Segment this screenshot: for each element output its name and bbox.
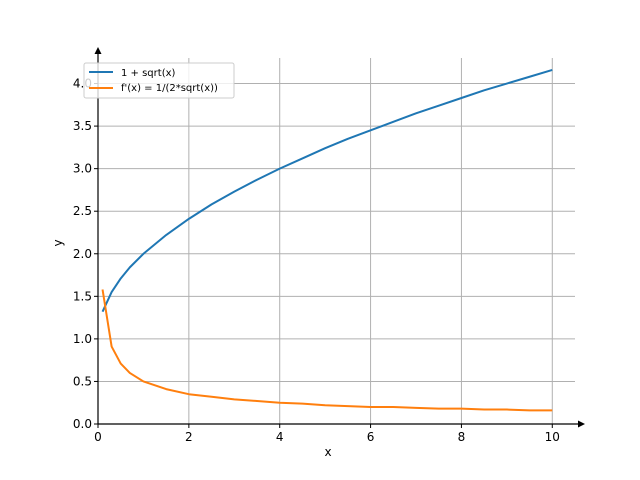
y-axis-arrow [94,47,102,54]
y-tick-label: 2.5 [73,204,92,218]
y-tick-label: 2.0 [73,247,92,261]
y-tick-label: 1.0 [73,332,92,346]
x-tick-label: 8 [458,430,466,444]
y-tick-label: 3.5 [73,119,92,133]
grid-layer [97,58,575,425]
legend-label-1: 1 + sqrt(x) [121,68,176,79]
series-layer [101,68,553,412]
y-tick-label: 0.5 [73,374,92,388]
y-tick-label: 3.0 [73,162,92,176]
legend-frame [83,62,235,99]
x-tick-label: 2 [185,430,193,444]
y-tick-label: 1.5 [73,289,92,303]
axes-layer [94,47,585,428]
y-tick-label: 0.0 [73,417,92,431]
x-axis-label: x [324,445,331,459]
x-axis-arrow [578,420,585,428]
x-tick-label: 10 [545,430,560,444]
legend: 1 + sqrt(x) f'(x) = 1/(2*sqrt(x)) [83,62,235,99]
y-axis-label: y [51,239,65,246]
x-tick-label: 6 [367,430,375,444]
x-tick-label: 0 [94,430,102,444]
series-line-2 [101,289,553,412]
ticks-layer: 0 2 4 6 8 100.00.51.01.52.02.53.03.54.0 [73,77,560,444]
legend-label-2: f'(x) = 1/(2*sqrt(x)) [121,83,218,94]
x-tick-label: 4 [276,430,284,444]
series-line-1 [101,68,553,313]
